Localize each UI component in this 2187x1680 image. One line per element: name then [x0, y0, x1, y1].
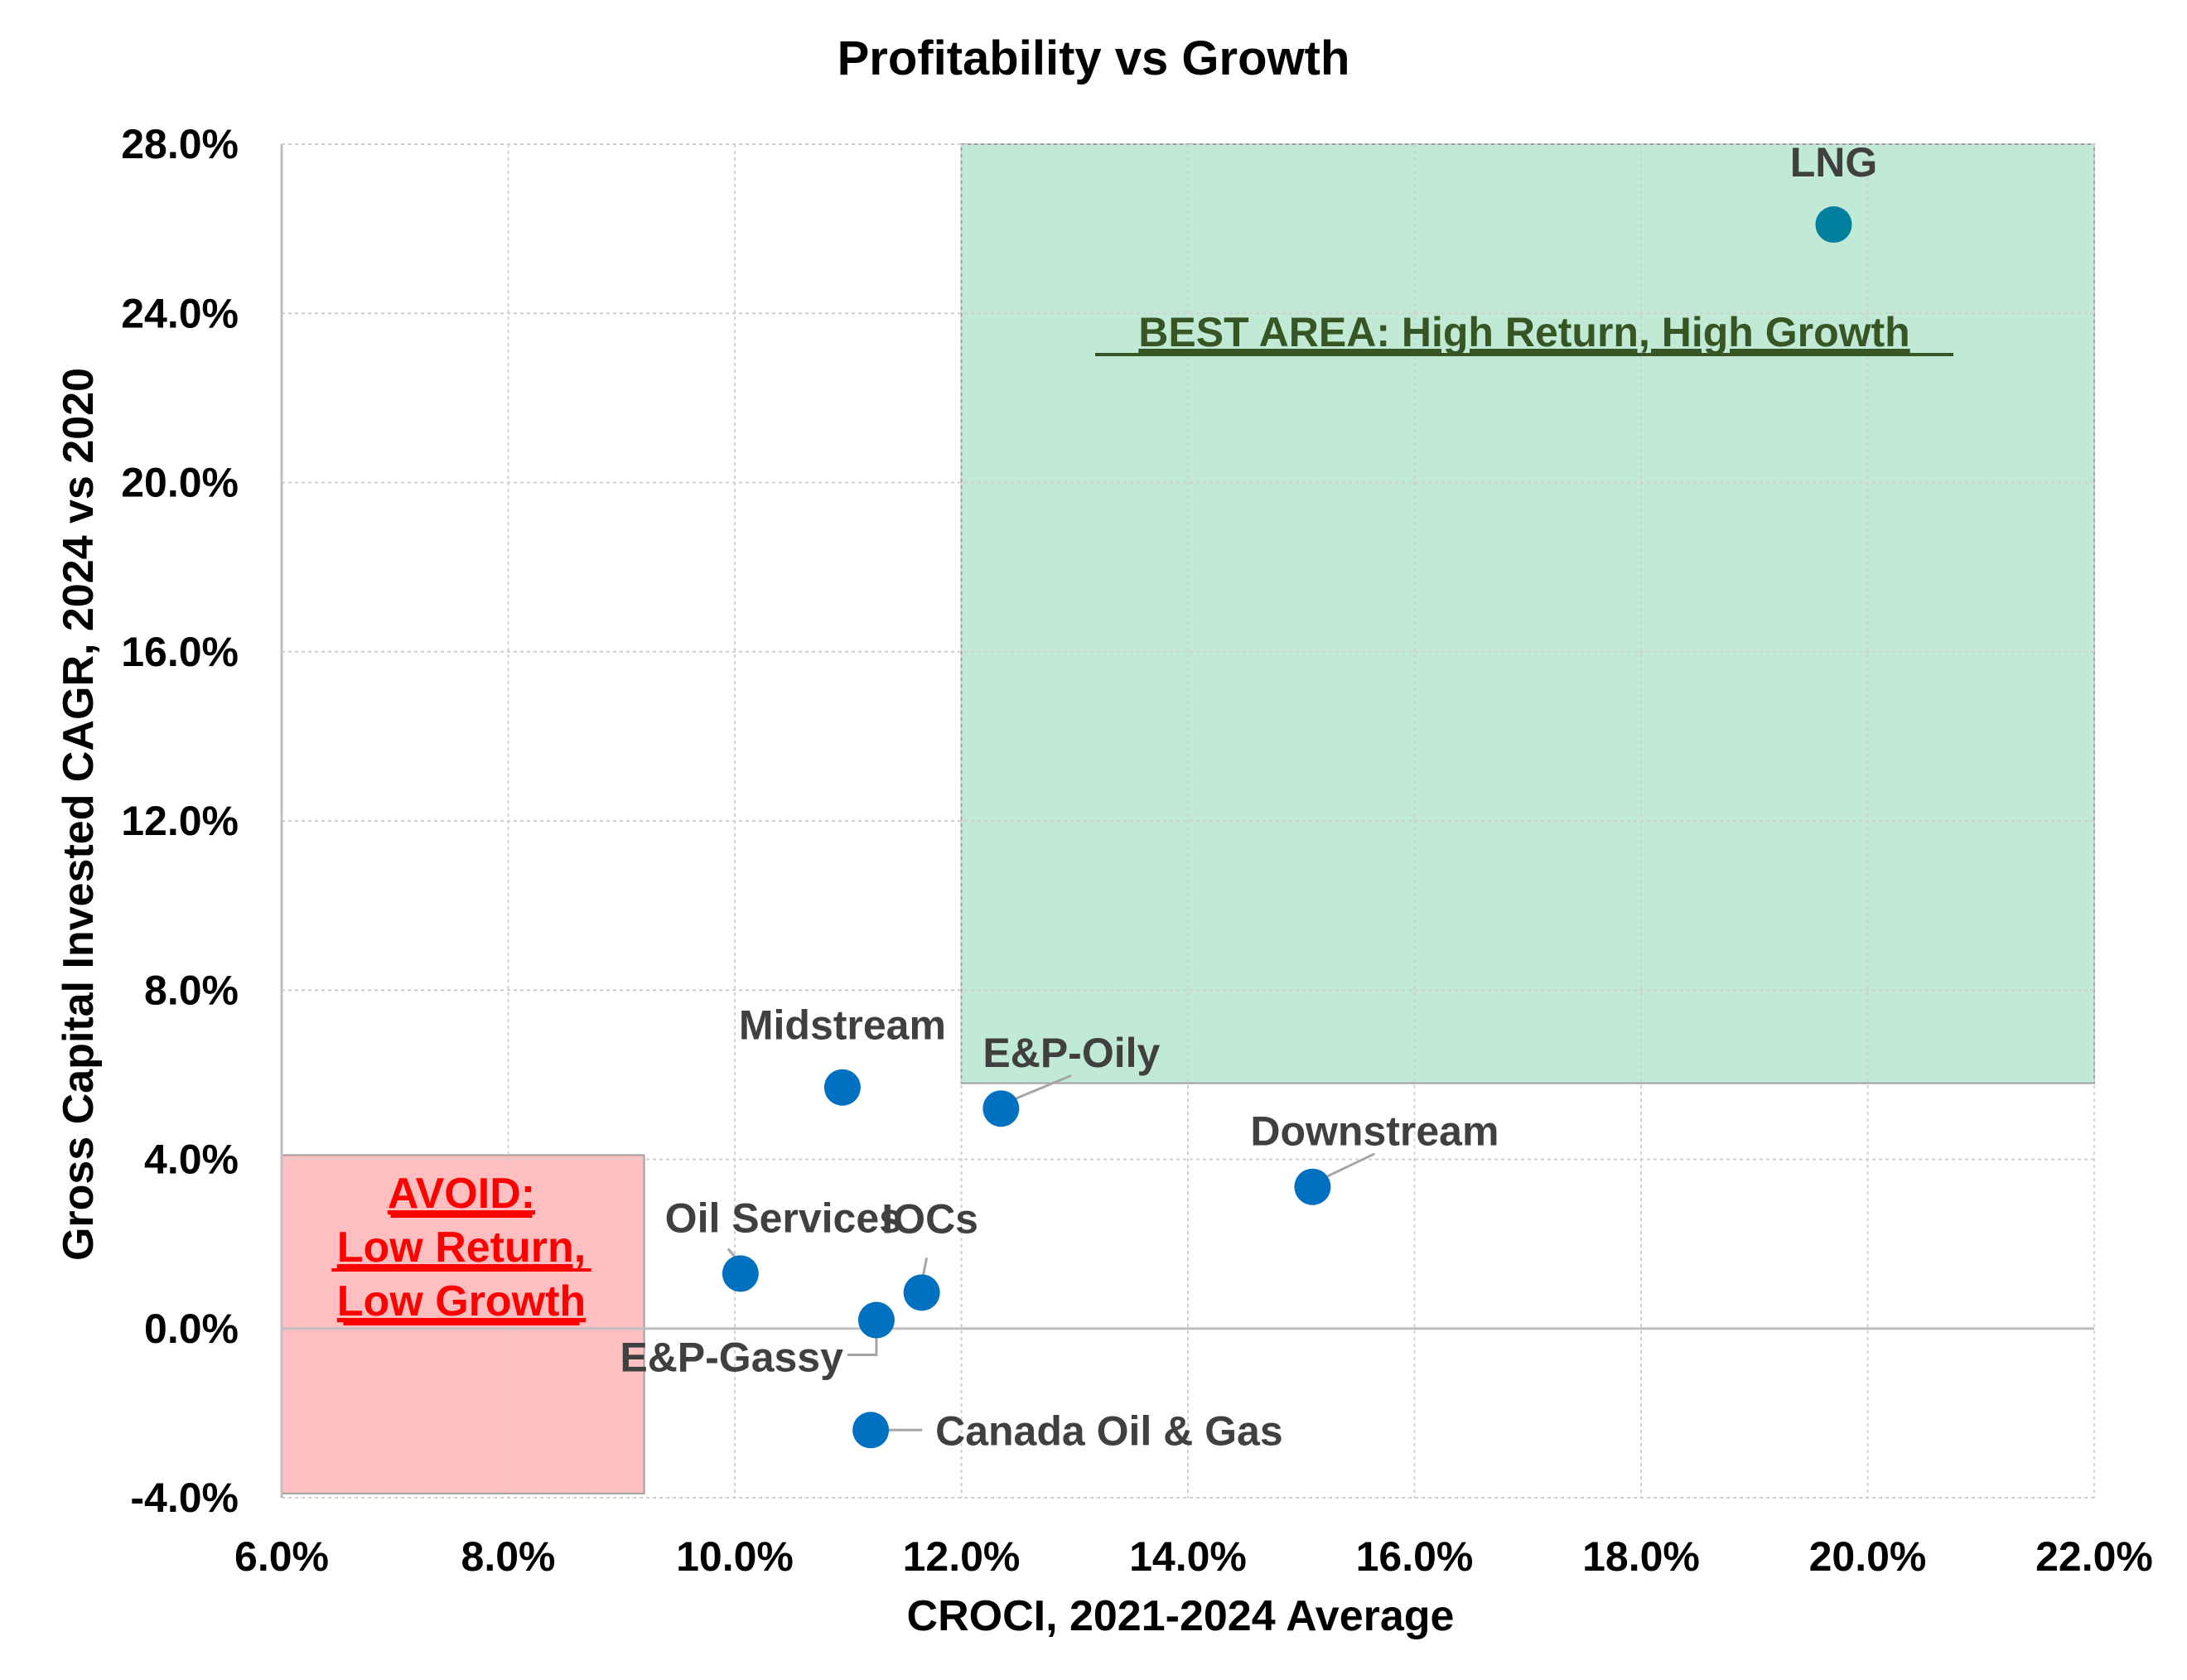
- data-point: [852, 1412, 890, 1449]
- y-tick-label: 8.0%: [144, 967, 239, 1013]
- x-tick-label: 10.0%: [676, 1533, 794, 1580]
- x-tick-label: 20.0%: [1809, 1533, 1927, 1580]
- data-label: E&P-Gassy: [620, 1335, 843, 1381]
- y-tick-label: 12.0%: [121, 798, 239, 844]
- x-tick-label: 8.0%: [461, 1533, 556, 1580]
- highlight-regions: [281, 143, 2095, 1494]
- data-point: [1294, 1168, 1331, 1205]
- chart-title: Profitability vs Growth: [838, 31, 1350, 85]
- y-tick-label: 24.0%: [121, 290, 239, 336]
- data-point: [722, 1255, 759, 1292]
- region-labels: BEST AREA: High Return, High Growth AVOID…: [331, 309, 1953, 1325]
- data-label: Midstream: [739, 1002, 946, 1049]
- x-axis-label: CROCI, 2021-2024 Average: [907, 1592, 1455, 1640]
- x-tick-label: 14.0%: [1129, 1533, 1247, 1580]
- y-tick-label: 16.0%: [121, 629, 239, 675]
- data-point: [982, 1090, 1020, 1127]
- y-tick-label: 20.0%: [121, 460, 239, 506]
- data-points: [722, 206, 1852, 1449]
- data-label: Canada Oil & Gas: [935, 1407, 1283, 1454]
- y-tick-label: 0.0%: [144, 1306, 239, 1352]
- avoid-label-line: Low Return,: [337, 1224, 586, 1272]
- avoid-label-line: Low Growth: [337, 1277, 586, 1325]
- y-tick-label: -4.0%: [130, 1475, 239, 1521]
- data-label: Oil Services: [665, 1195, 902, 1241]
- y-axis-label: Gross Capital Invested CAGR, 2024 vs 202…: [55, 368, 103, 1261]
- data-label: Downstream: [1250, 1108, 1499, 1155]
- x-tick-label: 12.0%: [903, 1533, 1021, 1580]
- x-tick-label: 22.0%: [2035, 1533, 2153, 1580]
- leader-line: [1318, 1152, 1376, 1182]
- data-point: [903, 1274, 940, 1311]
- x-tick-label: 6.0%: [234, 1533, 329, 1580]
- data-point: [857, 1301, 895, 1339]
- avoid-label-line: AVOID:: [388, 1170, 535, 1218]
- axes: [280, 144, 2094, 1498]
- y-tick-label: 28.0%: [121, 121, 239, 167]
- y-tick-label: 4.0%: [144, 1137, 239, 1183]
- data-labels: LNG Midstream E&P-Oily Downstream Oil Servic…: [620, 139, 1877, 1454]
- data-point: [823, 1069, 861, 1106]
- x-tick-labels: 6.0% 8.0% 10.0% 12.0% 14.0% 16.0% 18.0% 20.0% 22…: [234, 1533, 2153, 1580]
- best-area-region: [960, 143, 2095, 1084]
- y-tick-labels: -4.0% 0.0% 4.0% 8.0% 12.0% 16.0% 20.0% 24.0% 28.…: [121, 121, 239, 1521]
- x-tick-label: 16.0%: [1356, 1533, 1474, 1580]
- x-tick-label: 18.0%: [1582, 1533, 1700, 1580]
- data-label: LNG: [1790, 139, 1878, 186]
- gridlines: [281, 143, 2095, 1499]
- data-label: IOCs: [881, 1195, 978, 1242]
- best-area-label: BEST AREA: High Return, High Growth: [1138, 309, 1909, 355]
- data-label: E&P-Oily: [982, 1030, 1160, 1076]
- leader-line: [1007, 1074, 1072, 1103]
- data-point: [1815, 206, 1852, 244]
